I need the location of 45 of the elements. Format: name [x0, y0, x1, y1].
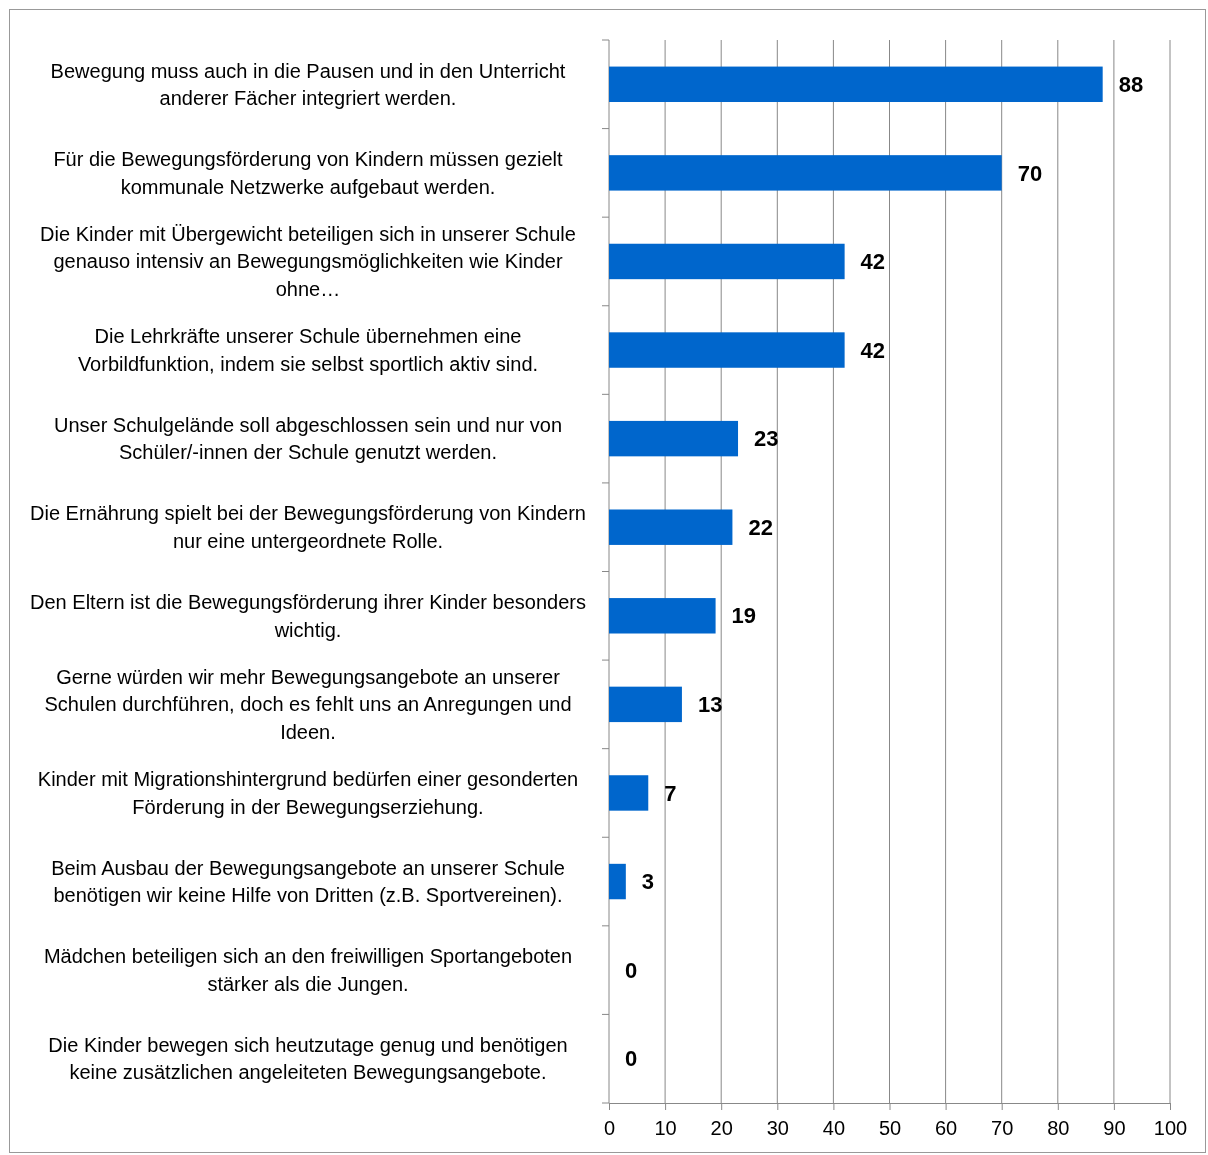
- data-label: 70: [1017, 160, 1043, 186]
- data-label: 42: [860, 249, 886, 275]
- y-tick-label: Beim Ausbau der Bewegungsangebote an unserer Schule benötigen wir keine Hilfe von Dritten (z.B. Sportvereinen).: [51, 856, 565, 907]
- y-tick-label: Die Lehrkräfte unserer Schule übernehmen eine Vorbildfunktion, indem sie selbst sportlich aktiv sind.: [77, 325, 539, 375]
- bar: [609, 243, 845, 280]
- bar: [609, 598, 716, 634]
- x-tick-label: 30: [766, 1117, 789, 1139]
- bar: [609, 775, 649, 811]
- bar: [609, 155, 1002, 191]
- y-tick-label: Gerne würden wir mehr Bewegungsangebote an unserer Schulen durchführen, doch es fehlt uns an Anregungen und Ideen.: [44, 665, 572, 743]
- x-tick-label: 10: [654, 1117, 677, 1139]
- x-tick-label: 100: [1153, 1117, 1188, 1139]
- y-tick-label: Mädchen beteiligen sich an den freiwilligen Sportangeboten stärker als die Jungen.: [43, 945, 573, 995]
- x-tick-label: 70: [991, 1117, 1014, 1139]
- x-tick-label: 0: [603, 1117, 616, 1139]
- data-label: 7: [664, 780, 677, 806]
- bar: [609, 686, 682, 723]
- data-label: 0: [625, 1046, 638, 1072]
- x-tick-label: 40: [822, 1117, 846, 1139]
- data-label: 42: [860, 337, 886, 363]
- bar: [609, 509, 733, 545]
- x-tick-label: 20: [710, 1117, 733, 1139]
- y-tick-label: Unser Schulgelände soll abgeschlossen sein und nur von Schüler/-innen der Schule genutzt werden.: [53, 413, 563, 464]
- data-label: 13: [697, 692, 723, 718]
- y-tick-label: Die Kinder mit Übergewicht beteiligen sich in unserer Schule genauso intensiv an Bewegungsmöglichkeiten wie Kinder ohne…: [40, 222, 576, 300]
- data-label: 19: [731, 603, 757, 629]
- x-tick-label: 60: [934, 1117, 958, 1139]
- data-label: 23: [754, 426, 779, 452]
- bar: [609, 66, 1103, 103]
- y-tick-label: Den Eltern ist die Bewegungsförderung ihrer Kinder besonders wichtig.: [30, 591, 586, 641]
- x-tick-label: 80: [1047, 1117, 1070, 1139]
- x-tick-label: 50: [878, 1117, 902, 1139]
- data-label: 22: [748, 514, 773, 540]
- y-tick-label: Bewegung muss auch in die Pausen und in den Unterricht anderer Fächer integriert werden.: [50, 59, 566, 110]
- y-tick-label: Die Kinder bewegen sich heutzutage genug und benötigen keine zusätzlichen angeleiteten Bewegungsangebote.: [48, 1033, 568, 1084]
- y-tick-label: Kinder mit Migrationshintergrund bedürfen einer gesonderten Förderung in der Bewegungserziehung.: [37, 768, 579, 818]
- data-label: 88: [1118, 71, 1144, 97]
- x-tick-label: 90: [1103, 1117, 1126, 1139]
- data-label: 3: [641, 869, 655, 895]
- y-tick-label: Die Ernährung spielt bei der Bewegungsförderung von Kindern nur eine untergeordnete Rolle.: [30, 502, 586, 552]
- bar: [609, 332, 845, 368]
- data-label: 0: [625, 957, 638, 983]
- bar: [609, 863, 626, 900]
- bar: [609, 420, 739, 457]
- y-tick-label: Für die Bewegungsförderung von Kindern müssen gezielt kommunale Netzwerke aufgebaut werden.: [53, 148, 564, 198]
